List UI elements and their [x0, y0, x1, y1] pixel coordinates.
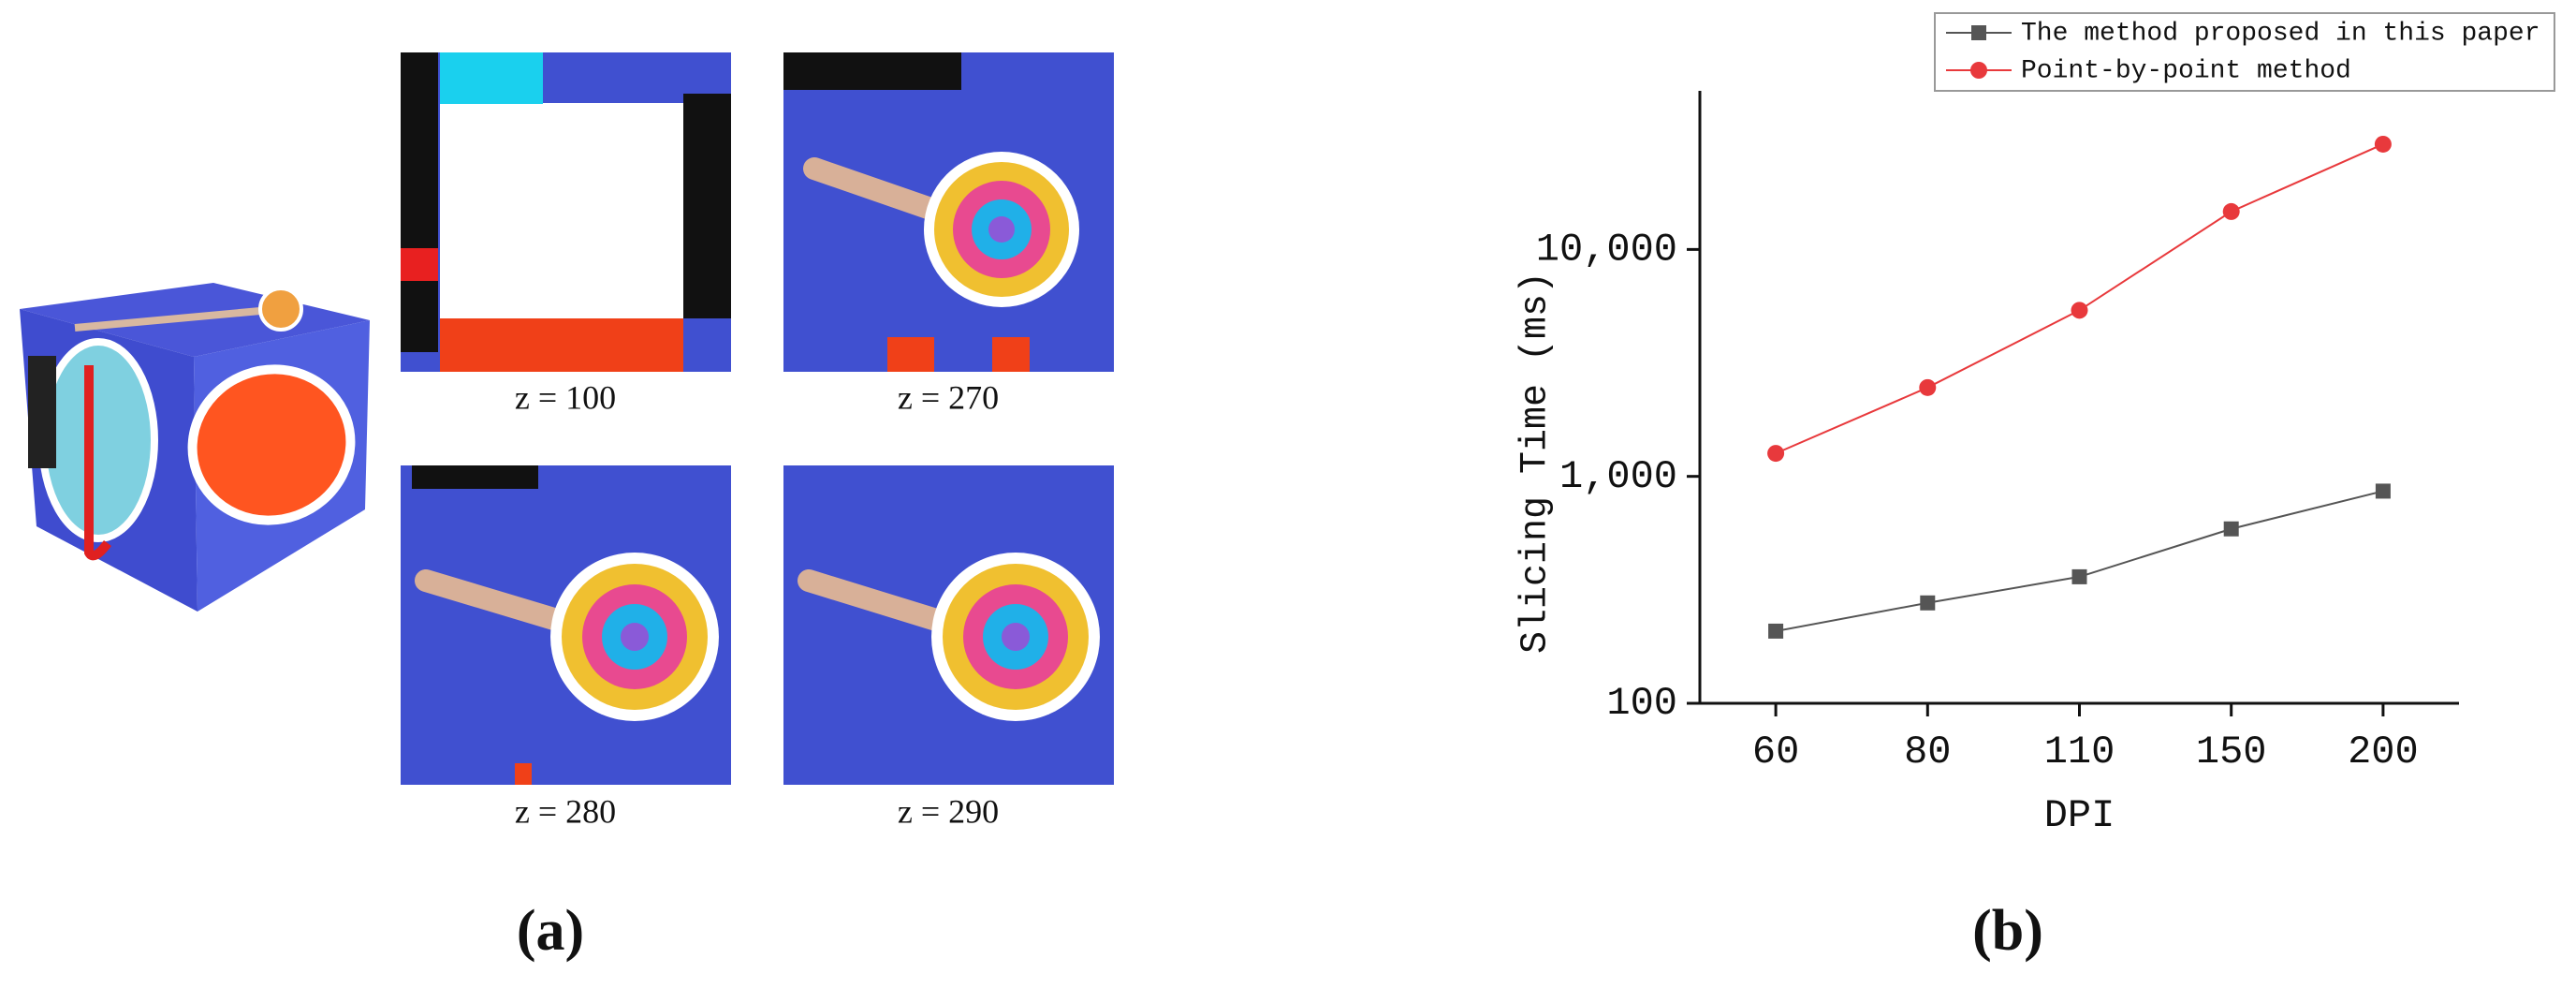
x-tick-label: 60: [1752, 730, 1799, 774]
panel-label: (a): [517, 899, 584, 963]
y-tick-label: 100: [1606, 681, 1677, 726]
data-point: [2375, 483, 2391, 499]
panel-label: (b): [1972, 899, 2043, 963]
data-point: [2071, 302, 2088, 319]
x-tick-label: 200: [2348, 730, 2419, 774]
series-line: [1775, 490, 2384, 632]
legend-label: The method proposed in this paper: [2021, 19, 2540, 48]
x-tick-label: 150: [2196, 730, 2267, 774]
cube-render: [20, 283, 370, 612]
data-point: [1767, 445, 1785, 463]
slice-caption: z = 280: [515, 792, 616, 830]
slice-caption: z = 270: [898, 378, 999, 416]
legend-box: [1934, 12, 2555, 92]
x-tick-label: 80: [1904, 730, 1951, 774]
y-tick-label: 10,000: [1536, 227, 1677, 272]
data-point: [2222, 202, 2240, 220]
data-point: [2223, 521, 2239, 537]
slice-tiles: [401, 52, 1114, 785]
data-point: [2374, 135, 2392, 153]
data-point: [1768, 623, 1784, 639]
chart: 100 1,000 10,000 60 80 110 150 200 DPI Slicing Ti…: [1515, 12, 2555, 838]
slice-caption: z = 290: [898, 792, 999, 830]
legend-marker: [1970, 62, 1987, 79]
series-line: [1775, 143, 2384, 455]
y-axis-label: Slicing Time (ms): [1515, 272, 1558, 654]
data-point: [2071, 568, 2087, 584]
data-point: [1919, 378, 1937, 396]
x-tick-label: 110: [2044, 730, 2115, 774]
legend-marker: [1971, 25, 1986, 40]
data-point: [1920, 595, 1936, 611]
slice-caption: z = 100: [515, 378, 616, 416]
legend-label: Point-by-point method: [2021, 56, 2351, 85]
x-axis-label: DPI: [2044, 793, 2115, 838]
y-tick-label: 1,000: [1559, 454, 1677, 499]
